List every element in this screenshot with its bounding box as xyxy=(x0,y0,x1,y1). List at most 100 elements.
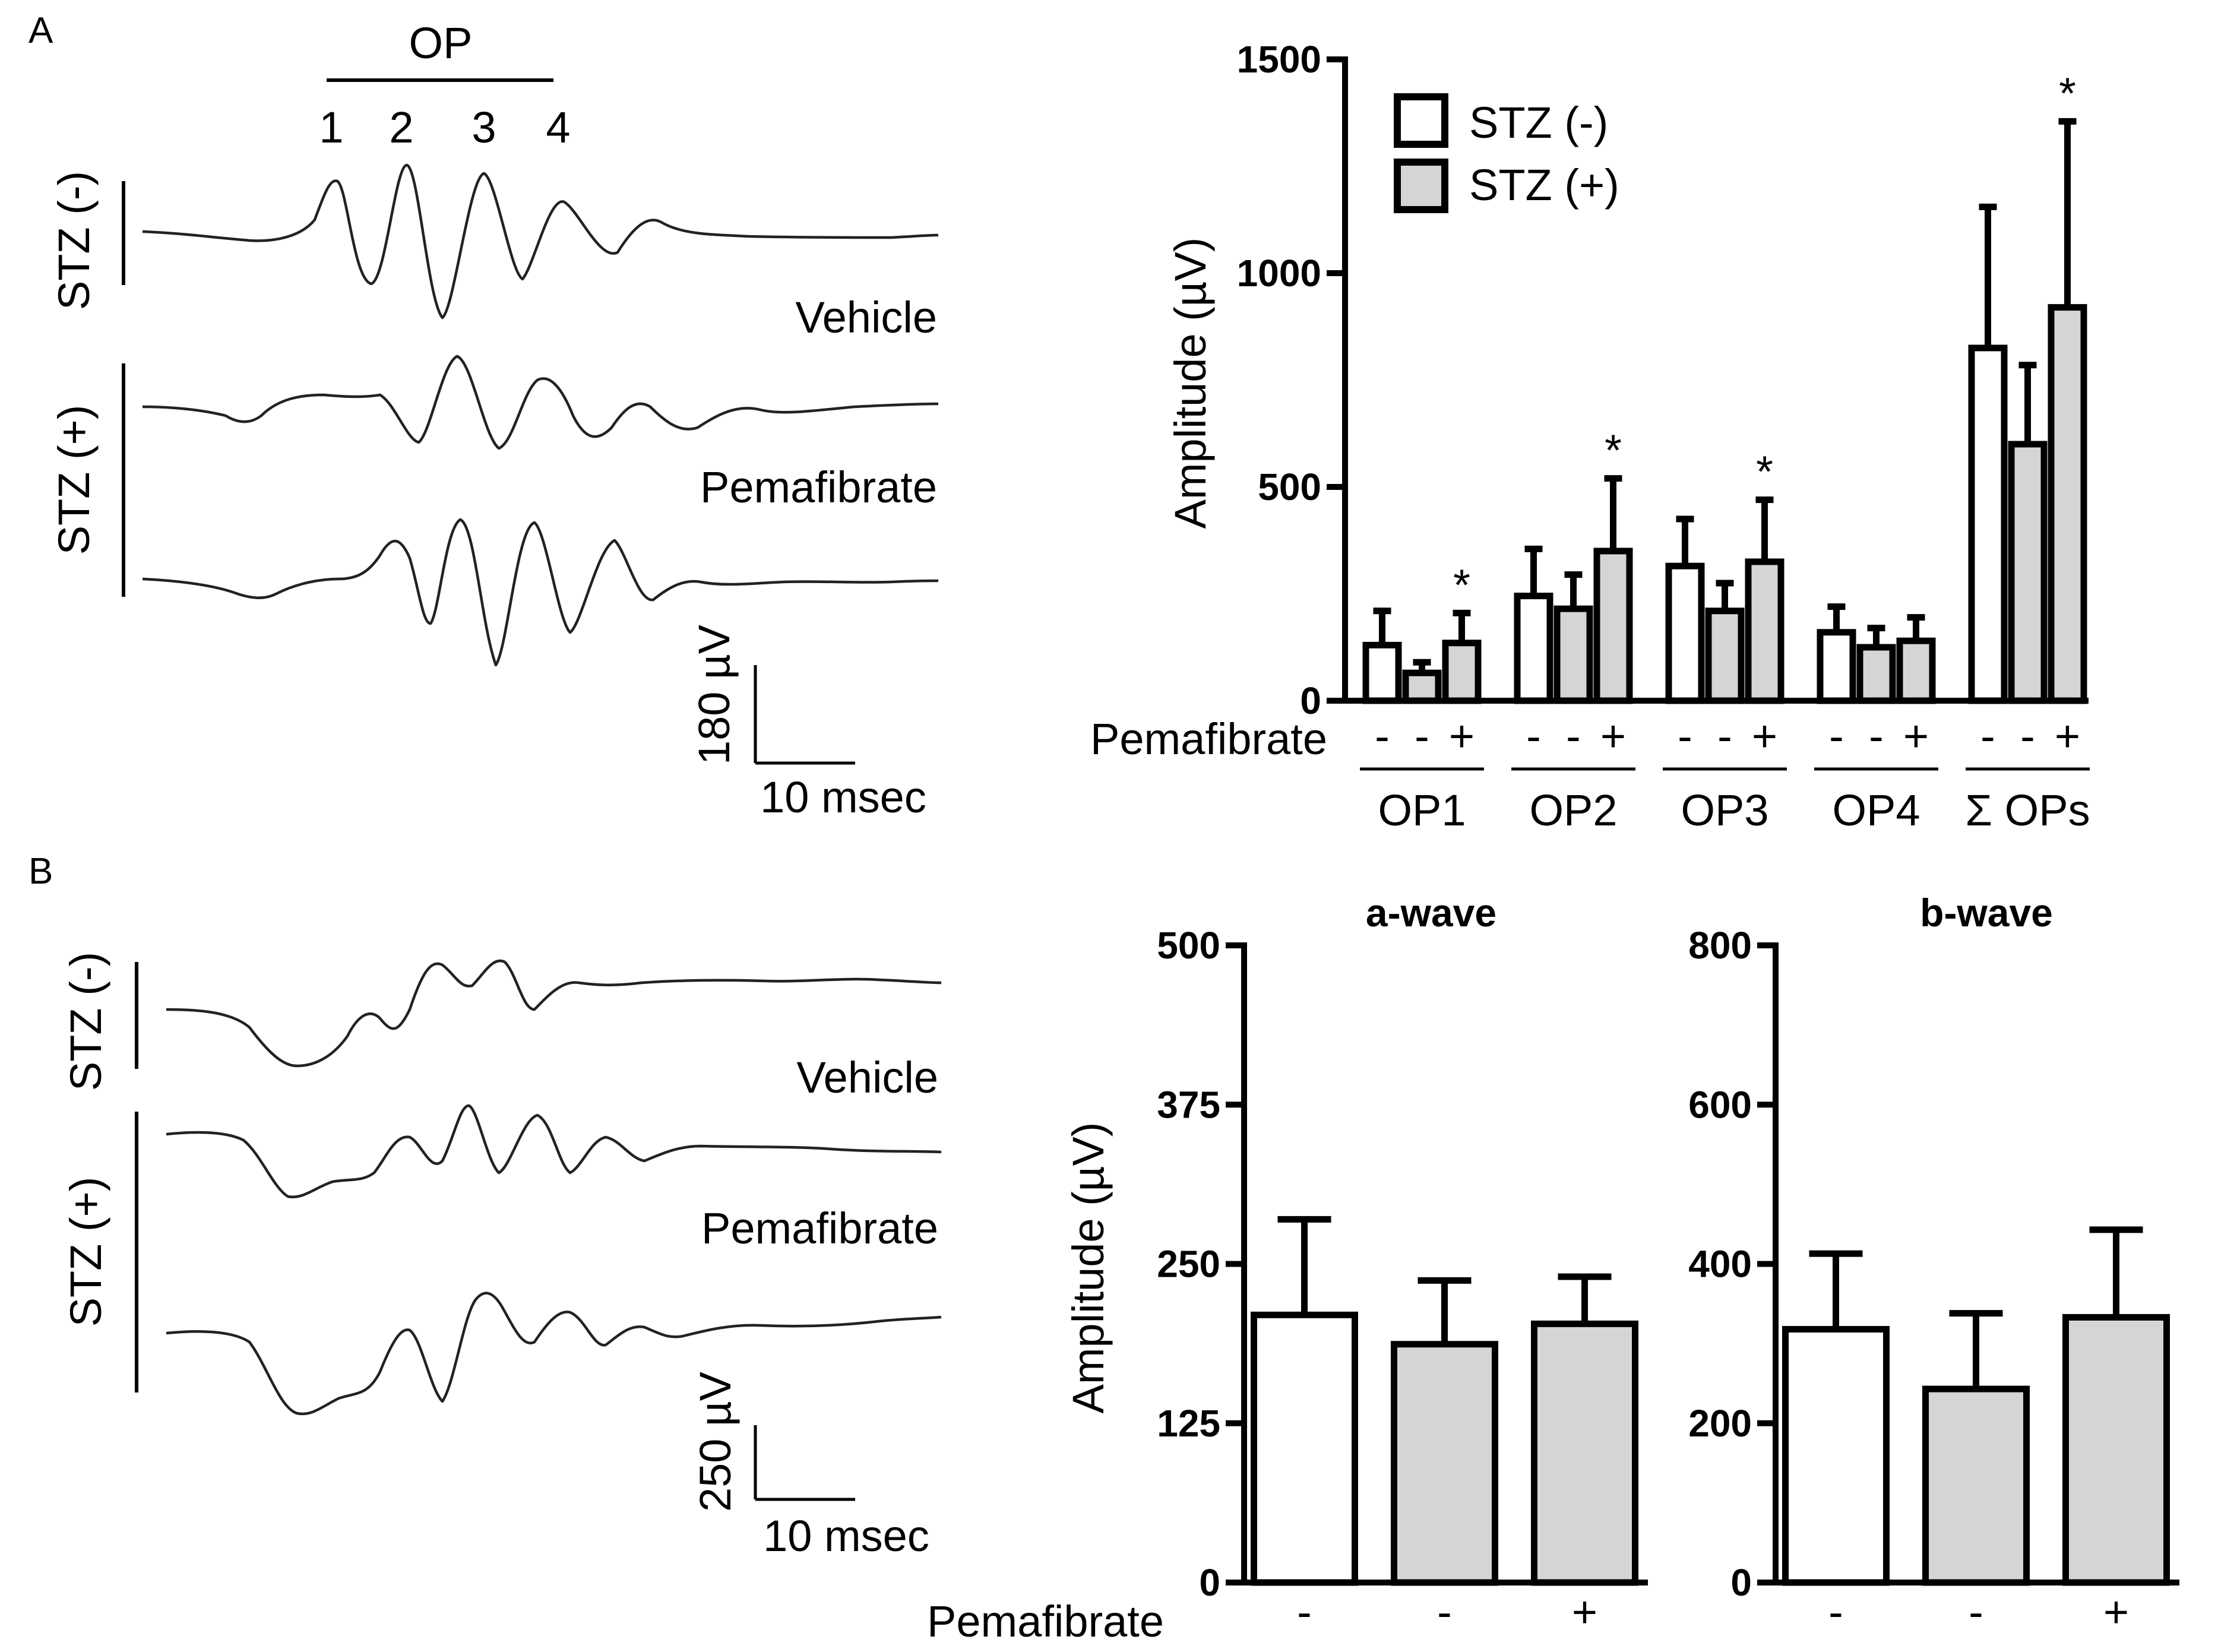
b-wave-treatment-mark: + xyxy=(2103,1587,2129,1637)
op-number-4: 4 xyxy=(546,103,570,152)
op-chart-bar xyxy=(1856,644,1896,704)
op-chart-treatment-mark: - xyxy=(1717,711,1732,761)
op-trace-stz-plus-pemafibrate xyxy=(142,518,939,667)
op-chart-treatment-mark: - xyxy=(1829,711,1844,761)
op-chart-bar xyxy=(1968,344,2008,704)
a-wave-y-tick-label: 125 xyxy=(1157,1402,1220,1445)
op-number-1: 1 xyxy=(319,103,343,152)
op-chart-treatment-label: Pemafibrate xyxy=(1090,714,1327,764)
scale-voltage-a: 180 µV xyxy=(689,624,739,765)
scale-voltage-b: 250 µV xyxy=(691,1371,740,1512)
op-trace-stz-minus-vehicle xyxy=(142,163,939,319)
a-wave-treatment-mark: - xyxy=(1437,1587,1452,1637)
b-wave-bar xyxy=(2062,1314,2170,1586)
group-label-stz-minus-a: STZ (-) xyxy=(49,171,99,310)
op-chart-treatment-mark: - xyxy=(2020,711,2035,761)
wave-trace-stz-minus-vehicle xyxy=(166,959,942,1068)
a-wave-bar xyxy=(1251,1311,1358,1586)
op-chart-category-label: OP1 xyxy=(1378,786,1466,835)
a-wave-treatment-mark: + xyxy=(1572,1587,1597,1637)
legend-swatch-stz-plus xyxy=(1394,159,1448,213)
op-chart-bar xyxy=(1817,629,1856,704)
op-chart-bar xyxy=(1402,669,1442,704)
legend-label-stz-plus: STZ (+) xyxy=(1469,160,1619,210)
op-chart-treatment-mark: - xyxy=(1678,711,1692,761)
op-chart-y-tick-label: 1500 xyxy=(1237,38,1321,81)
group-label-stz-minus-b: STZ (-) xyxy=(61,952,110,1091)
op-chart-significance-mark: * xyxy=(2059,68,2076,118)
a-wave-y-tick-label: 0 xyxy=(1199,1561,1220,1604)
op-chart-bar xyxy=(1745,558,1784,704)
op-chart-category-label: OP3 xyxy=(1681,786,1768,835)
panel-label-a: A xyxy=(29,10,53,51)
legend-swatch-stz-minus xyxy=(1394,93,1448,148)
op-chart-treatment-mark: + xyxy=(1449,711,1475,761)
op-chart-significance-mark: * xyxy=(1453,560,1470,609)
wave-chart-treatment-label: Pemafibrate xyxy=(927,1597,1164,1646)
op-number-2: 2 xyxy=(389,103,413,152)
op-header: OP xyxy=(409,18,473,68)
group-label-stz-plus-a: STZ (+) xyxy=(49,405,99,555)
a-wave-y-tick-label: 250 xyxy=(1157,1243,1220,1286)
op-chart-significance-mark: * xyxy=(1605,426,1622,475)
treatment-label-pemafibrate-b: Pemafibrate xyxy=(701,1204,938,1253)
a-wave-treatment-mark: - xyxy=(1297,1587,1312,1637)
op-trace-stz-plus-vehicle xyxy=(142,355,939,450)
b-wave-bar xyxy=(1782,1325,1890,1586)
op-amplitude-chart: Amplitude (µV) Pemafibrate STZ (-) STZ (… xyxy=(1090,38,2090,835)
a-wave-bar xyxy=(1391,1341,1498,1586)
a-wave-title: a-wave xyxy=(1366,891,1496,935)
group-label-stz-plus-b: STZ (+) xyxy=(61,1177,110,1327)
b-wave-treatment-mark: - xyxy=(1969,1587,1983,1637)
b-wave-bar xyxy=(1922,1385,2030,1586)
op-chart-bar xyxy=(1514,593,1553,704)
b-wave-y-tick-label: 800 xyxy=(1688,924,1752,967)
op-chart-treatment-mark: - xyxy=(1869,711,1884,761)
b-wave-y-tick-label: 600 xyxy=(1688,1083,1752,1126)
op-chart-bar xyxy=(2048,304,2087,704)
scale-time-a: 10 msec xyxy=(760,773,926,822)
op-chart-bar xyxy=(2008,441,2048,704)
op-chart-treatment-mark: - xyxy=(1375,711,1390,761)
b-wave-chart: b-wave 0 200 400 600 800 - - + xyxy=(1688,891,2179,1637)
a-wave-bar xyxy=(1531,1320,1638,1586)
a-wave-y-tick-label: 375 xyxy=(1157,1083,1220,1126)
op-chart-bar xyxy=(1705,607,1745,704)
treatment-label-pemafibrate-a: Pemafibrate xyxy=(700,463,937,512)
op-chart-y-label: Amplitude (µV) xyxy=(1166,238,1215,529)
a-wave-chart: a-wave Amplitude (µV) Pemafibrate 0 125 25… xyxy=(927,891,1648,1646)
op-chart-treatment-mark: + xyxy=(2055,711,2080,761)
b-wave-y-tick-label: 200 xyxy=(1688,1402,1752,1445)
scale-time-b: 10 msec xyxy=(763,1511,929,1561)
op-chart-bar xyxy=(1442,640,1482,704)
op-chart-significance-mark: * xyxy=(1756,447,1773,496)
panel-label-b: B xyxy=(29,851,53,892)
op-chart-bar xyxy=(1362,641,1402,704)
op-chart-bar xyxy=(1665,562,1705,704)
op-chart-treatment-mark: - xyxy=(1526,711,1541,761)
op-chart-y-tick-label: 500 xyxy=(1258,466,1321,508)
op-chart-treatment-mark: - xyxy=(1415,711,1429,761)
op-chart-treatment-mark: + xyxy=(1903,711,1929,761)
op-number-3: 3 xyxy=(472,103,496,152)
op-chart-treatment-mark: + xyxy=(1600,711,1626,761)
legend-label-stz-minus: STZ (-) xyxy=(1469,98,1608,147)
b-wave-title: b-wave xyxy=(1920,891,2053,935)
op-chart-treatment-mark: + xyxy=(1752,711,1777,761)
wave-trace-stz-plus-vehicle xyxy=(166,1104,942,1199)
op-chart-y-tick-label: 1000 xyxy=(1237,252,1321,295)
a-wave-y-tick-label: 500 xyxy=(1157,924,1220,967)
op-chart-bar xyxy=(1593,547,1633,704)
b-wave-y-tick-label: 400 xyxy=(1688,1243,1752,1286)
treatment-label-vehicle-a: Vehicle xyxy=(795,293,937,342)
op-chart-category-label: Σ OPs xyxy=(1965,786,2090,835)
op-chart-treatment-mark: - xyxy=(1980,711,1995,761)
b-wave-y-tick-label: 0 xyxy=(1730,1561,1752,1604)
op-chart-bar xyxy=(1553,605,1593,704)
a-wave-y-label: Amplitude (µV) xyxy=(1064,1122,1113,1414)
op-chart-bar xyxy=(1896,637,1936,704)
b-wave-treatment-mark: - xyxy=(1828,1587,1843,1637)
op-chart-category-label: OP2 xyxy=(1529,786,1617,835)
wave-trace-stz-plus-pemafibrate xyxy=(166,1292,942,1416)
